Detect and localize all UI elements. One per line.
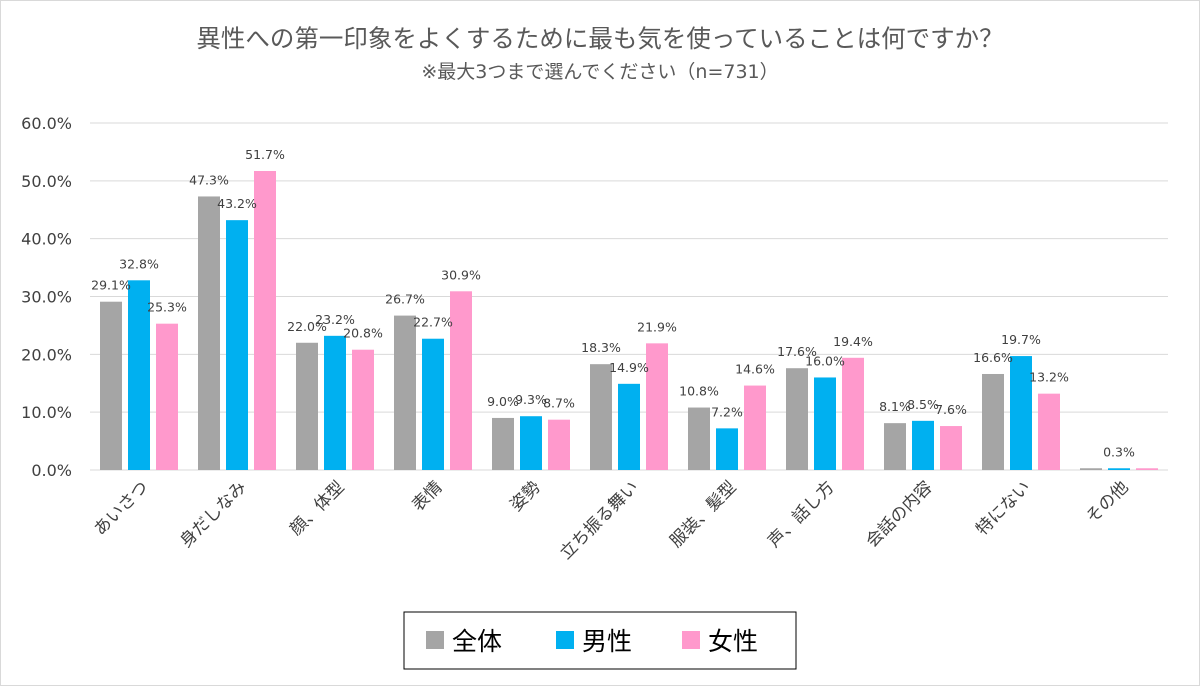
data-label: 8.1% — [879, 399, 911, 414]
chart-title: 異性への第一印象をよくするために最も気を使っていることは何ですか？ — [196, 24, 1003, 53]
legend: 全体 男性 女性 — [403, 611, 797, 670]
data-label: 7.2% — [711, 404, 743, 419]
data-label: 43.2% — [217, 196, 257, 211]
bar-6-0 — [688, 407, 710, 470]
bar-8-1 — [912, 420, 934, 470]
data-label: 22.0% — [287, 319, 327, 334]
bar-3-2 — [450, 291, 472, 470]
bar-5-2 — [646, 343, 668, 470]
data-label: 9.3% — [515, 392, 547, 407]
bar-0-1 — [128, 280, 150, 470]
y-tick-label: 20.0% — [21, 345, 72, 364]
bar-2-1 — [324, 335, 346, 470]
bar-6-1 — [716, 428, 738, 470]
bar-10-0 — [1080, 468, 1102, 470]
legend-label: 女性 — [708, 627, 758, 656]
bar-9-0 — [982, 373, 1004, 470]
bar-9-2 — [1038, 393, 1060, 470]
bar-7-2 — [842, 357, 864, 470]
data-label: 13.2% — [1029, 370, 1069, 385]
data-label: 10.8% — [679, 384, 719, 399]
data-label: 47.3% — [189, 172, 229, 187]
data-label: 16.6% — [973, 350, 1013, 365]
data-label: 9.0% — [487, 394, 519, 409]
data-label: 7.6% — [935, 402, 967, 417]
category-label: 会話の内容 — [862, 477, 936, 551]
bar-1-1 — [226, 220, 248, 470]
data-label: 21.9% — [637, 319, 677, 334]
data-labels: 29.1% 32.8% 25.3% 47.3% 43.2% 51.7% 22.0%23.2%… — [91, 147, 1135, 459]
legend-swatch — [426, 631, 444, 649]
data-label: 14.9% — [609, 360, 649, 375]
x-axis-categories: あいさつ 身だしなみ 顔、体型 表情 姿勢 立ち振る舞い 服装、髪型 声、話し方 会話の内容 特に… — [90, 477, 1132, 563]
data-label: 8.5% — [907, 397, 939, 412]
category-label: 服装、髪型 — [666, 477, 740, 551]
bar-7-0 — [786, 368, 808, 470]
bars — [100, 171, 1158, 471]
bar-8-2 — [940, 426, 962, 470]
bar-8-0 — [884, 423, 906, 470]
data-label: 19.7% — [1001, 332, 1041, 347]
category-label: 立ち振る舞い — [556, 477, 642, 563]
category-label: 姿勢 — [506, 477, 544, 515]
data-label: 23.2% — [315, 312, 355, 327]
legend-label: 全体 — [452, 627, 502, 656]
category-label: 身だしなみ — [176, 477, 250, 551]
bar-10-1 — [1108, 468, 1130, 470]
category-label: 表情 — [408, 477, 446, 515]
legend-swatch — [682, 631, 700, 649]
data-label: 20.8% — [343, 326, 383, 341]
y-tick-label: 50.0% — [21, 172, 72, 191]
bar-9-1 — [1010, 356, 1032, 470]
bar-1-2 — [254, 171, 276, 471]
legend-swatch — [556, 631, 574, 649]
data-label: 29.1% — [91, 278, 131, 293]
data-label: 8.7% — [543, 396, 575, 411]
bar-1-0 — [198, 196, 220, 470]
y-tick-label: 0.0% — [31, 461, 72, 480]
bar-0-0 — [100, 301, 122, 470]
bar-4-0 — [492, 417, 514, 470]
bar-10-2 — [1136, 468, 1158, 470]
data-label: 26.7% — [385, 292, 425, 307]
chart-subtitle: ※最大3つまで選んでください（n=731） — [421, 61, 778, 83]
category-label: その他 — [1082, 477, 1132, 527]
data-label: 17.6% — [777, 344, 817, 359]
data-label: 30.9% — [441, 267, 481, 282]
data-label: 19.4% — [833, 334, 873, 349]
data-label: 16.0% — [805, 353, 845, 368]
bar-5-0 — [590, 364, 612, 470]
y-tick-label: 60.0% — [21, 114, 72, 133]
bar-2-2 — [352, 349, 374, 470]
bar-0-2 — [156, 323, 178, 470]
data-label: 32.8% — [119, 256, 159, 271]
legend-label: 男性 — [582, 627, 632, 656]
data-label: 14.6% — [735, 362, 775, 377]
bar-4-2 — [548, 419, 570, 470]
bar-5-1 — [618, 383, 640, 470]
legend-box — [403, 611, 797, 670]
bar-6-2 — [744, 385, 766, 470]
bar-2-0 — [296, 342, 318, 470]
y-tick-label: 30.0% — [21, 288, 72, 307]
data-label: 18.3% — [581, 340, 621, 355]
bar-4-1 — [520, 416, 542, 470]
category-label: 声、話し方 — [764, 477, 838, 551]
bar-7-1 — [814, 377, 836, 470]
data-label: 51.7% — [245, 147, 285, 162]
data-label: 22.7% — [413, 315, 453, 330]
data-label: 0.3% — [1103, 444, 1135, 459]
data-label: 25.3% — [147, 300, 187, 315]
category-label: 顔、体型 — [286, 477, 348, 539]
y-axis-ticks: 0.0% 10.0% 20.0% 30.0% 40.0% 50.0% 60.0% — [21, 114, 72, 480]
y-tick-label: 10.0% — [21, 403, 72, 422]
category-label: あいさつ — [90, 477, 152, 539]
bar-3-0 — [394, 315, 416, 470]
y-tick-label: 40.0% — [21, 230, 72, 249]
category-label: 特にない — [972, 477, 1034, 539]
bar-3-1 — [422, 338, 444, 470]
